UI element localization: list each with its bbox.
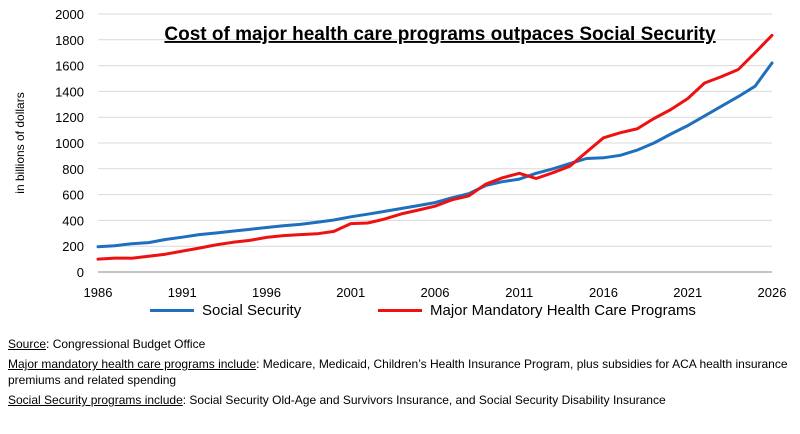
note-source-text: : Congressional Budget Office <box>46 337 206 351</box>
y-tick-label: 400 <box>62 213 84 228</box>
y-tick-label: 200 <box>62 239 84 254</box>
y-tick-label: 1200 <box>55 110 84 125</box>
chart-title: Cost of major health care programs outpa… <box>164 24 716 45</box>
x-tick-labels: 1986 1991 1996 2001 2006 2011 2016 2021 2026 <box>84 285 787 300</box>
note-health: Major mandatory health care programs inc… <box>8 356 793 388</box>
y-tick-label: 1800 <box>55 33 84 48</box>
legend-swatch-social-security <box>150 309 194 312</box>
chart-notes: Source: Congressional Budget Office Majo… <box>8 336 793 412</box>
note-source: Source: Congressional Budget Office <box>8 336 793 352</box>
gridlines <box>98 13 772 247</box>
note-ss-text: : Social Security Old-Age and Survivors … <box>182 393 666 407</box>
y-tick-label: 0 <box>77 265 84 280</box>
chart-area: 0 200 400 600 800 1000 1200 1400 1600 1800 2000 19… <box>13 7 787 300</box>
note-ss-label: Social Security programs include <box>8 393 183 407</box>
x-tick-label: 2021 <box>673 285 702 300</box>
note-source-label: Source <box>8 337 47 351</box>
legend-swatch-health-care <box>378 309 422 312</box>
y-tick-label: 2000 <box>55 7 84 22</box>
x-tick-label: 1991 <box>168 285 197 300</box>
series-line-social-security <box>96 61 774 249</box>
x-tick-label: 1996 <box>252 285 281 300</box>
x-tick-label: 2001 <box>336 285 365 300</box>
legend-item-social-security: Social Security <box>150 302 301 319</box>
note-health-label: Major mandatory health care programs inc… <box>8 357 257 371</box>
y-tick-label: 800 <box>62 162 84 177</box>
y-tick-label: 1600 <box>55 59 84 74</box>
x-tick-label: 2006 <box>421 285 450 300</box>
legend-label-social-security: Social Security <box>202 302 302 319</box>
x-tick-label: 2016 <box>589 285 618 300</box>
x-tick-label: 1986 <box>84 285 113 300</box>
legend-label-health-care: Major Mandatory Health Care Programs <box>430 302 696 319</box>
series-lines <box>96 33 774 261</box>
y-tick-label: 1400 <box>55 84 84 99</box>
note-health-text: : Medicare, Medicaid, Children’s Health … <box>8 357 788 387</box>
note-social-security: Social Security programs include: Social… <box>8 392 793 408</box>
x-tick-label: 2011 <box>505 285 533 300</box>
y-axis-label: in billions of dollars <box>13 92 27 193</box>
y-tick-label: 1000 <box>55 136 84 151</box>
x-tick-label: 2026 <box>758 285 787 300</box>
y-tick-labels: 0 200 400 600 800 1000 1200 1400 1600 1800 2000 <box>55 7 84 280</box>
series-line-health-care <box>96 33 774 261</box>
legend-item-health-care: Major Mandatory Health Care Programs <box>378 302 696 319</box>
y-tick-label: 600 <box>62 188 84 203</box>
